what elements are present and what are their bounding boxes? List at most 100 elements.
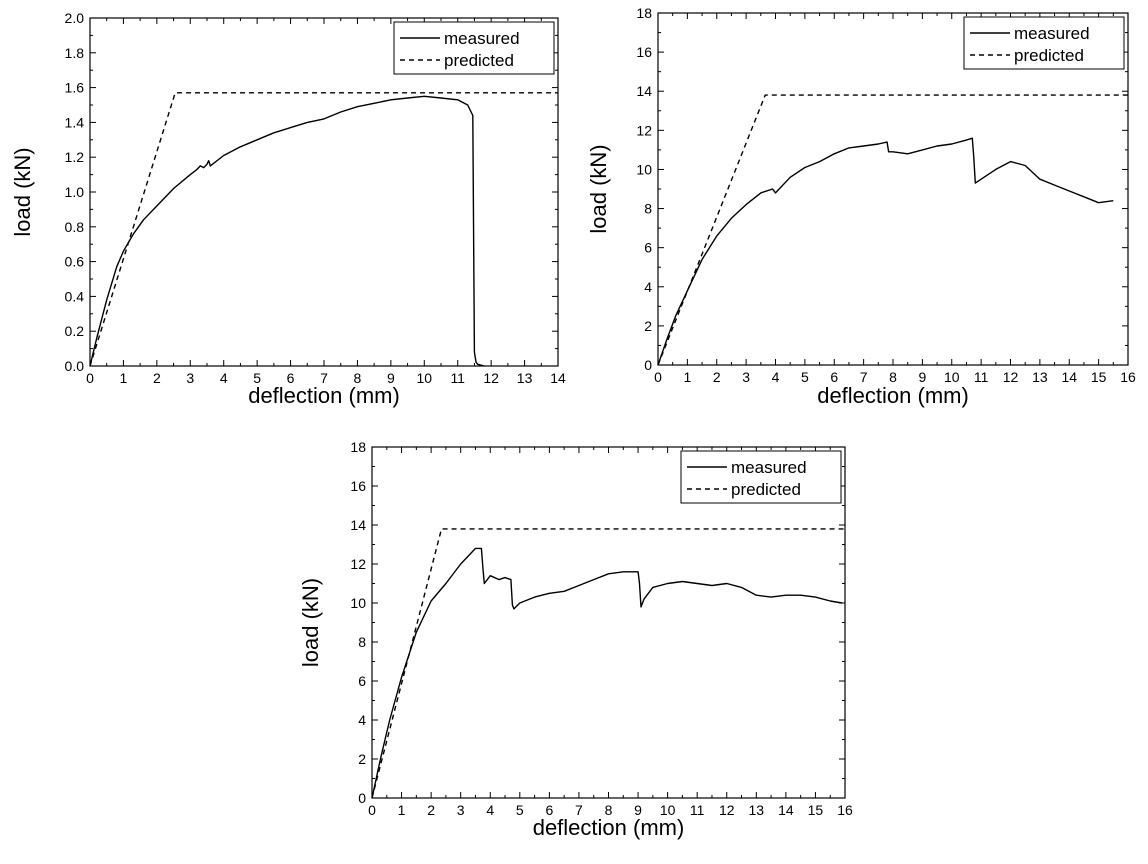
series-line-measured — [657, 137, 1114, 366]
x-tick-label: 11 — [974, 369, 989, 385]
x-tick-label: 8 — [354, 370, 362, 386]
x-tick-label: 16 — [1120, 369, 1136, 385]
x-tick-label: 4 — [486, 802, 494, 818]
x-tick-label: 5 — [516, 802, 524, 818]
chart-load-deflection-1: 0 1 2 3 4 5 6 7 8 9 10 11 12 13 140.00.20.40.60.81.01.… — [10, 10, 566, 408]
y-tick-label: 18 — [636, 5, 652, 21]
x-tick-label: 8 — [605, 802, 613, 818]
legend-label-predicted: predicted — [731, 480, 801, 499]
x-tick-label: 14 — [778, 802, 794, 818]
y-tick-label: 0.8 — [65, 219, 85, 235]
series-line-predicted — [89, 92, 558, 367]
x-tick-label: 2 — [713, 369, 721, 385]
y-tick-label: 1.2 — [65, 149, 85, 165]
series-line-measured — [371, 547, 843, 799]
y-tick-label: 16 — [350, 478, 366, 494]
y-tick-label: 4 — [358, 712, 366, 728]
x-tick-label: 14 — [550, 370, 566, 386]
x-tick-label: 1 — [120, 370, 128, 386]
x-tick-label: 5 — [801, 369, 809, 385]
y-tick-label: 1.0 — [65, 184, 85, 200]
x-tick-label: 12 — [483, 370, 499, 386]
x-tick-label: 7 — [860, 369, 868, 385]
x-tick-label: 16 — [837, 802, 853, 818]
x-tick-label: 1 — [398, 802, 406, 818]
y-axis-title: load (kN) — [298, 578, 323, 667]
x-tick-label: 1 — [683, 369, 691, 385]
x-tick-label: 11 — [450, 370, 465, 386]
y-axis-title: load (kN) — [586, 144, 611, 233]
legend-label-predicted: predicted — [1014, 46, 1084, 65]
y-tick-label: 0.6 — [65, 254, 85, 270]
x-axis-title: deflection (mm) — [533, 815, 685, 840]
y-tick-label: 6 — [644, 240, 652, 256]
x-tick-label: 4 — [220, 370, 228, 386]
x-tick-label: 10 — [660, 802, 676, 818]
chart-load-deflection-3: 0 1 2 3 4 5 6 7 8 9 10 11 12 13 14 15 16024681012141618d… — [298, 439, 853, 840]
x-tick-label: 13 — [1032, 369, 1048, 385]
y-tick-label: 12 — [350, 556, 366, 572]
x-tick-label: 3 — [186, 370, 194, 386]
x-tick-label: 13 — [749, 802, 765, 818]
y-tick-label: 0 — [358, 790, 366, 806]
y-tick-label: 6 — [358, 673, 366, 689]
legend-label-measured: measured — [1014, 24, 1090, 43]
y-tick-label: 1.4 — [65, 114, 85, 130]
y-tick-label: 10 — [636, 161, 652, 177]
y-tick-label: 2 — [644, 318, 652, 334]
x-tick-label: 9 — [634, 802, 642, 818]
x-tick-label: 9 — [918, 369, 926, 385]
x-tick-label: 6 — [287, 370, 295, 386]
y-tick-label: 16 — [636, 44, 652, 60]
x-tick-label: 3 — [742, 369, 750, 385]
y-tick-label: 8 — [644, 201, 652, 217]
series-line-predicted — [657, 94, 1128, 366]
series-line-predicted — [371, 528, 845, 799]
legend-box — [680, 450, 842, 504]
y-tick-label: 12 — [636, 122, 652, 138]
x-tick-label: 9 — [387, 370, 395, 386]
x-tick-label: 0 — [654, 369, 662, 385]
x-tick-label: 2 — [427, 802, 435, 818]
legend-label-predicted: predicted — [444, 51, 514, 70]
x-tick-label: 6 — [830, 369, 838, 385]
x-tick-label: 10 — [416, 370, 432, 386]
legend-box — [393, 21, 555, 75]
y-tick-label: 2.0 — [65, 10, 85, 26]
legend-label-measured: measured — [731, 458, 807, 477]
x-tick-label: 2 — [153, 370, 161, 386]
x-tick-label: 7 — [320, 370, 328, 386]
x-tick-label: 10 — [944, 369, 960, 385]
x-tick-label: 4 — [772, 369, 780, 385]
y-tick-label: 0.2 — [65, 323, 85, 339]
y-tick-label: 14 — [636, 83, 652, 99]
chart-load-deflection-2: 0 1 2 3 4 5 6 7 8 9 10 11 12 13 14 15 16024681012141618d… — [586, 5, 1136, 408]
x-axis-title: deflection (mm) — [248, 383, 400, 408]
x-tick-label: 3 — [457, 802, 465, 818]
y-tick-label: 0.0 — [65, 358, 85, 374]
x-tick-label: 15 — [808, 802, 824, 818]
y-axis-title: load (kN) — [10, 147, 35, 236]
y-tick-label: 4 — [644, 279, 652, 295]
y-tick-label: 14 — [350, 517, 366, 533]
x-tick-label: 13 — [517, 370, 533, 386]
y-tick-label: 0 — [644, 357, 652, 373]
x-tick-label: 0 — [86, 370, 94, 386]
x-tick-label: 0 — [368, 802, 376, 818]
x-tick-label: 14 — [1061, 369, 1077, 385]
y-tick-label: 8 — [358, 634, 366, 650]
x-axis-title: deflection (mm) — [817, 383, 969, 408]
x-tick-label: 12 — [719, 802, 735, 818]
legend-label-measured: measured — [444, 29, 520, 48]
y-tick-label: 10 — [350, 595, 366, 611]
x-tick-label: 12 — [1003, 369, 1019, 385]
x-tick-label: 15 — [1091, 369, 1107, 385]
series-line-measured — [89, 95, 485, 367]
x-tick-label: 5 — [253, 370, 261, 386]
y-tick-label: 1.8 — [65, 45, 85, 61]
y-tick-label: 2 — [358, 751, 366, 767]
x-tick-label: 6 — [545, 802, 553, 818]
y-tick-label: 18 — [350, 439, 366, 455]
x-tick-label: 8 — [889, 369, 897, 385]
